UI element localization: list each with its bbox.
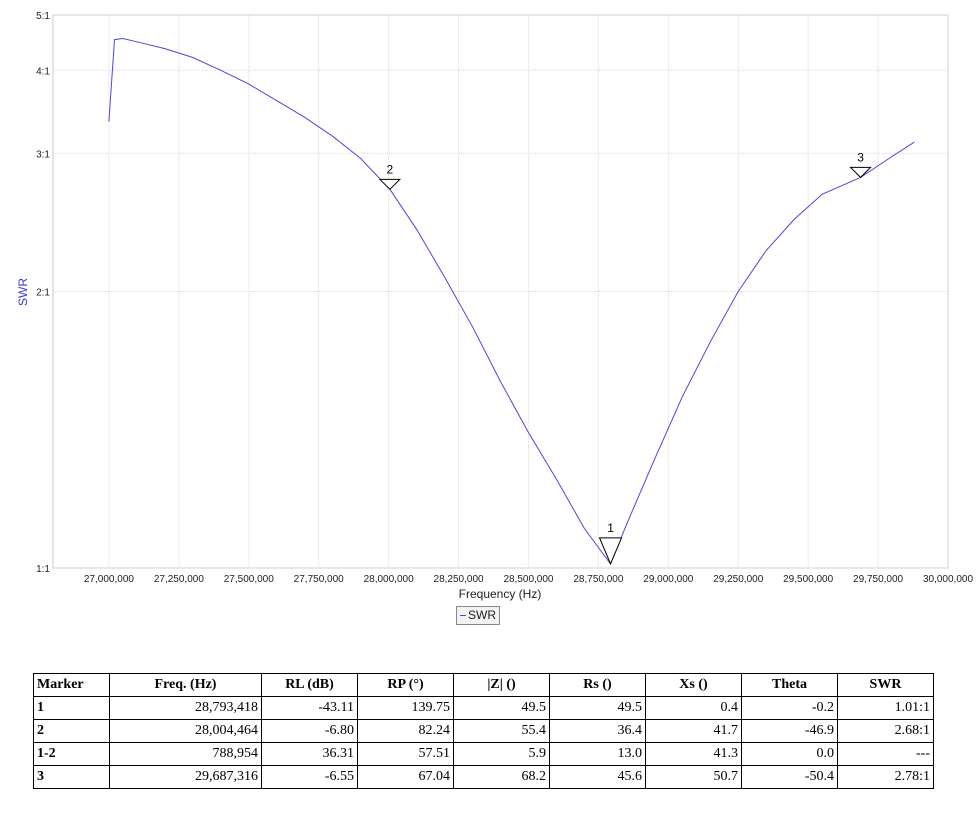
col-header-swr: SWR: [837, 673, 934, 697]
cell-xs: 50.7: [645, 765, 742, 789]
series-layer: [108, 37, 915, 565]
cell-marker: 1-2: [33, 742, 110, 766]
cell-xs: 0.4: [645, 696, 742, 720]
marker-triangle: [849, 166, 872, 179]
cell-swr: 2.78:1: [837, 765, 934, 789]
legend-line-swatch: [460, 615, 466, 616]
col-header-rs: Rs (): [549, 673, 646, 697]
x-axis-ticks: 27,000,000 27,250,000 27,500,000 27,750,000…: [84, 574, 974, 585]
cell-freq: 29,687,316: [109, 765, 262, 789]
cell-xs: 41.7: [645, 719, 742, 743]
x-tick-label: 29,750,000: [853, 574, 903, 585]
col-header-xs: Xs (): [645, 673, 742, 697]
x-tick-label: 28,250,000: [434, 574, 484, 585]
x-tick-label: 28,750,000: [573, 574, 623, 585]
table-header-row: Marker Freq. (Hz) RL (dB) RP (°) |Z| () …: [33, 673, 934, 697]
table-row: 2 28,004,464 -6.80 82.24 55.4 36.4 41.7 …: [33, 719, 934, 743]
x-tick-label: 29,250,000: [713, 574, 763, 585]
x-tick-label: 29,000,000: [643, 574, 693, 585]
swr-series-line: [108, 37, 915, 565]
col-header-marker: Marker: [33, 673, 110, 697]
cell-freq: 28,004,464: [109, 719, 262, 743]
marker-table-container: Marker Freq. (Hz) RL (dB) RP (°) |Z| () …: [33, 673, 934, 789]
legend-label-swr: SWR: [468, 608, 496, 622]
cell-rl: 36.31: [261, 742, 358, 766]
cell-z: 49.5: [453, 696, 550, 720]
table-row: 1 28,793,418 -43.11 139.75 49.5 49.5 0.4…: [33, 696, 934, 720]
marker-layer: 1 2 3: [378, 150, 872, 566]
cell-z: 55.4: [453, 719, 550, 743]
plot-area: [52, 14, 949, 569]
x-tick-label: 27,500,000: [224, 574, 274, 585]
cell-theta: -0.2: [741, 696, 838, 720]
y-tick-label: 2:1: [36, 288, 50, 299]
x-tick-label: 28,500,000: [503, 574, 553, 585]
cell-rs: 13.0: [549, 742, 646, 766]
col-header-theta: Theta: [741, 673, 838, 697]
chart-legend: SWR: [456, 606, 500, 625]
cell-rp: 139.75: [357, 696, 454, 720]
y-tick-label: 5:1: [36, 11, 50, 22]
x-tick-label: 27,250,000: [154, 574, 204, 585]
cell-rl: -6.80: [261, 719, 358, 743]
cell-swr: 1.01:1: [837, 696, 934, 720]
cell-swr: ---: [837, 742, 934, 766]
marker-triangle: [598, 537, 623, 566]
cell-theta: 0.0: [741, 742, 838, 766]
cell-theta: -46.9: [741, 719, 838, 743]
cell-marker: 2: [33, 719, 110, 743]
y-tick-label: 4:1: [36, 66, 50, 77]
col-header-rp: RP (°): [357, 673, 454, 697]
table-row: 1-2 788,954 36.31 57.51 5.9 13.0 41.3 0.…: [33, 742, 934, 766]
y-tick-label: 3:1: [36, 149, 50, 160]
marker-table: Marker Freq. (Hz) RL (dB) RP (°) |Z| () …: [33, 673, 934, 789]
y-axis-ticks: 1:1 2:1 3:1 4:1 5:1: [36, 11, 50, 575]
cell-freq: 788,954: [109, 742, 262, 766]
swr-chart: 27,000,000 27,250,000 27,500,000 27,750,000…: [16, 11, 974, 601]
x-tick-label: 29,500,000: [783, 574, 833, 585]
marker-label: 1: [607, 521, 614, 535]
cell-z: 5.9: [453, 742, 550, 766]
table-row: 3 29,687,316 -6.55 67.04 68.2 45.6 50.7 …: [33, 765, 934, 789]
x-axis-title: Frequency (Hz): [459, 587, 542, 601]
x-tick-label: 28,000,000: [364, 574, 414, 585]
cell-rs: 36.4: [549, 719, 646, 743]
y-axis-title: SWR: [16, 278, 30, 306]
x-tick-label: 30,000,000: [923, 574, 973, 585]
cell-swr: 2.68:1: [837, 719, 934, 743]
cell-freq: 28,793,418: [109, 696, 262, 720]
cell-theta: -50.4: [741, 765, 838, 789]
cell-z: 68.2: [453, 765, 550, 789]
cell-rp: 82.24: [357, 719, 454, 743]
cell-rl: -6.55: [261, 765, 358, 789]
x-tick-label: 27,000,000: [84, 574, 134, 585]
cell-rl: -43.11: [261, 696, 358, 720]
col-header-rl: RL (dB): [261, 673, 358, 697]
cell-marker: 3: [33, 765, 110, 789]
marker-triangle: [378, 178, 402, 191]
cell-rs: 49.5: [549, 696, 646, 720]
col-header-freq: Freq. (Hz): [109, 673, 262, 697]
marker-label: 3: [857, 150, 864, 164]
cell-rp: 67.04: [357, 765, 454, 789]
cell-rs: 45.6: [549, 765, 646, 789]
cell-rp: 57.51: [357, 742, 454, 766]
x-tick-label: 27,750,000: [294, 574, 344, 585]
col-header-z: |Z| (): [453, 673, 550, 697]
marker-label: 2: [387, 162, 394, 176]
cell-marker: 1: [33, 696, 110, 720]
cell-xs: 41.3: [645, 742, 742, 766]
y-tick-label: 1:1: [36, 564, 50, 575]
